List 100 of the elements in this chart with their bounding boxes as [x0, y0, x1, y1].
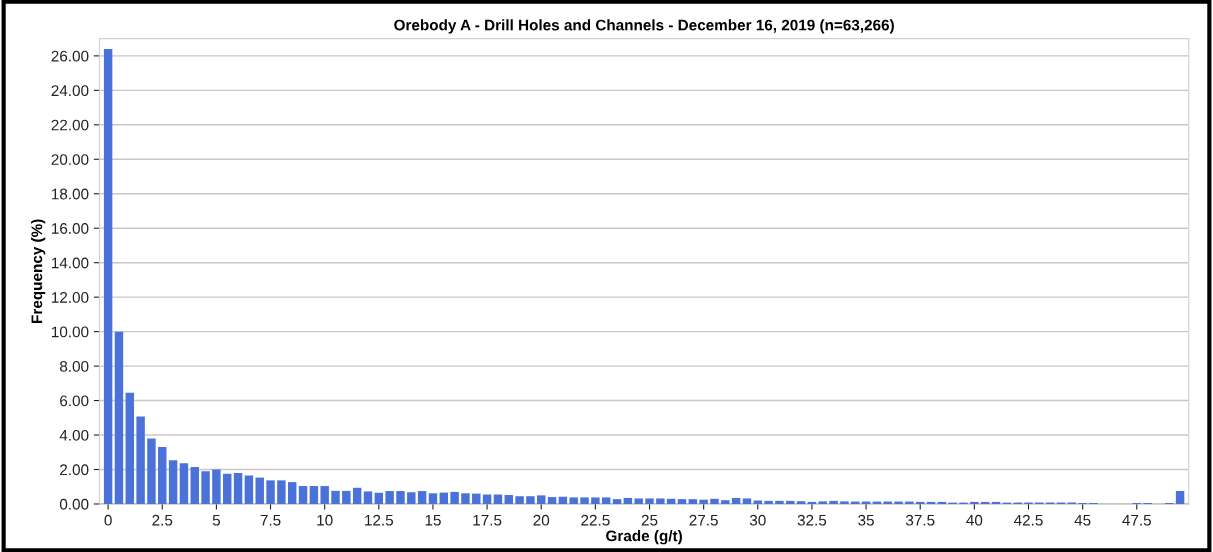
- x-tick-label: 20: [533, 514, 550, 526]
- bar: [114, 331, 124, 504]
- bar: [244, 475, 254, 504]
- y-tick-label: 8.00: [59, 360, 89, 372]
- bar: [786, 500, 795, 504]
- bar: [461, 493, 470, 504]
- bar: [147, 438, 156, 504]
- x-tick-label: 7.5: [260, 514, 281, 526]
- x-tick-label: 12.5: [365, 514, 394, 526]
- bar: [287, 482, 297, 504]
- bar: [915, 501, 925, 504]
- bar: [699, 499, 708, 504]
- bar: [158, 446, 167, 504]
- y-tick-label: 14.00: [51, 257, 89, 269]
- x-tick-label: 27.5: [689, 514, 718, 526]
- bar: [894, 501, 903, 504]
- bar: [775, 500, 784, 504]
- y-axis-title: Frequency (%): [31, 219, 46, 323]
- bar: [796, 501, 806, 504]
- y-tick-label: 0.00: [59, 498, 89, 510]
- bar: [829, 500, 838, 504]
- bar: [266, 480, 275, 504]
- bar: [656, 498, 665, 504]
- chart-title: Orebody A - Drill Holes and Channels - December 16, 2019 (n=63,266): [394, 19, 894, 34]
- bar: [905, 501, 914, 504]
- y-tick-label: 22.00: [51, 119, 89, 131]
- bar: [1175, 491, 1185, 504]
- y-tick-label: 12.00: [51, 292, 89, 303]
- bar: [645, 498, 654, 504]
- x-axis-title: Grade (g/t): [606, 530, 682, 545]
- bar: [201, 471, 210, 504]
- bar: [493, 494, 503, 504]
- bar: [331, 490, 340, 504]
- x-tick-label: 37.5: [905, 514, 935, 526]
- y-tick-label: 4.00: [59, 429, 89, 441]
- x-tick-label: 17.5: [473, 514, 502, 526]
- bar: [472, 493, 481, 504]
- x-tick-label: 2.5: [152, 514, 173, 526]
- bar: [731, 497, 741, 504]
- bar: [818, 501, 827, 504]
- x-tick-label: 35: [858, 514, 874, 526]
- bar: [634, 498, 643, 504]
- bar: [580, 497, 589, 504]
- x-tick-label: 42.5: [1013, 514, 1043, 526]
- bar: [407, 492, 416, 504]
- bar: [233, 472, 243, 504]
- x-tick-label: 45: [1074, 514, 1091, 526]
- x-tick-label: 32.5: [797, 514, 827, 526]
- bar: [168, 460, 178, 504]
- bar: [937, 501, 947, 504]
- bar: [742, 498, 752, 504]
- bar: [385, 491, 394, 504]
- x-tick-label: 22.5: [581, 514, 610, 526]
- bar: [136, 416, 145, 504]
- bar: [970, 501, 979, 504]
- bar: [569, 497, 578, 504]
- bar: [309, 486, 319, 504]
- y-tick-label: 26.00: [51, 50, 89, 62]
- bar: [277, 480, 286, 504]
- bar: [980, 501, 990, 504]
- bar: [190, 467, 199, 504]
- bar: [807, 501, 817, 504]
- bar: [352, 487, 362, 504]
- bar: [439, 492, 449, 504]
- x-tick-label: 5: [212, 514, 221, 526]
- bar: [298, 486, 308, 504]
- bar: [223, 473, 232, 504]
- y-tick-label: 10.00: [51, 326, 89, 338]
- bar: [666, 498, 676, 504]
- bar: [764, 500, 773, 504]
- x-tick-label: 10: [317, 514, 333, 526]
- bar: [396, 491, 405, 504]
- y-tick-label: 18.00: [51, 188, 89, 200]
- bar: [677, 499, 687, 504]
- bar: [363, 491, 373, 504]
- bar: [417, 491, 427, 504]
- bar: [320, 486, 329, 504]
- bar: [526, 496, 535, 504]
- bar: [623, 497, 633, 504]
- bar: [342, 490, 351, 504]
- bar: [926, 501, 936, 504]
- y-tick-label: 2.00: [60, 464, 89, 476]
- y-tick-label: 6.00: [60, 395, 89, 407]
- x-tick-label: 25: [641, 514, 658, 526]
- bar: [428, 493, 438, 504]
- bar: [591, 497, 600, 504]
- y-tick-label: 24.00: [51, 85, 89, 97]
- y-tick-label: 16.00: [51, 223, 89, 234]
- bar: [504, 495, 513, 504]
- bar: [103, 48, 113, 504]
- bar: [991, 501, 1001, 504]
- bar: [840, 501, 849, 504]
- x-tick-label: 47.5: [1122, 514, 1151, 526]
- bar: [688, 499, 698, 504]
- bar: [601, 497, 611, 504]
- x-tick-label: 15: [425, 514, 441, 526]
- bar: [179, 463, 189, 504]
- bar: [710, 498, 719, 504]
- bar: [515, 496, 524, 504]
- bar: [547, 497, 557, 504]
